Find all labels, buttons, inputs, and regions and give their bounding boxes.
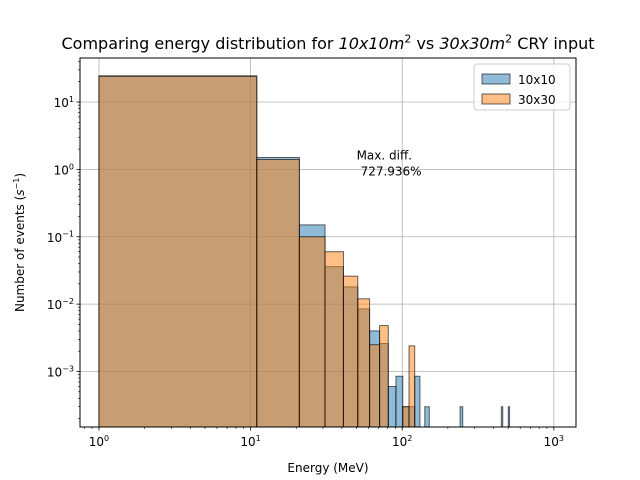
x-tick-label: 100 [89,434,109,449]
legend-swatch [481,73,511,85]
y-tick-label: 10−2 [47,297,74,312]
x-tick-label: 103 [544,434,564,449]
bar-30x30-5 [357,298,371,428]
series-30x30 [98,75,416,428]
y-tick-label: 10−3 [47,364,74,379]
legend-label: 30x30 [518,93,556,107]
legend-swatch [481,93,511,105]
legend[interactable]: 10x10 30x30 [473,63,571,111]
bar-30x30-4 [342,275,359,428]
bar-10x10-12 [414,375,421,428]
x-tick-label: 102 [392,434,412,449]
chart-title: Comparing energy distribution for 10x10m… [61,32,594,53]
bar-30x30-7 [379,325,389,428]
y-tick-label: 101 [54,95,74,110]
bar-30x30-11 [408,345,416,428]
y-axis-ticks: 10−3 10−2 10−1 100 101 [47,61,80,419]
histogram-bars [98,75,511,428]
bar-10x10-8 [387,385,397,428]
x-axis-ticks: 100 101 102 103 [83,427,564,449]
bar-10x10-50 [507,406,511,428]
max-diff-annotation: Max. diff. 727.936% [357,149,422,179]
bar-30x30-6 [369,344,381,428]
bar-10x10-24 [459,406,464,428]
x-tick-label: 101 [240,434,260,449]
bar-30x30-3 [324,251,344,428]
legend-item-30x30[interactable]: 30x30 [481,93,556,107]
x-axis-label: Energy (MeV) [287,461,368,475]
y-tick-label: 10−1 [47,230,74,245]
legend-item-10x10[interactable]: 10x10 [481,73,556,87]
bar-10x10-9 [395,375,404,428]
bar-30x30-1 [256,159,300,428]
y-tick-label: 100 [54,162,74,177]
axes-frame [79,57,577,428]
bar-30x30-10 [402,406,410,428]
y-axis-label: Number of events (s−1) [12,173,27,312]
max-diff-value: 727.936% [361,165,422,179]
bar-10x10-45 [500,406,504,428]
bar-10x10-14 [424,406,430,428]
max-diff-label: Max. diff. [357,149,412,163]
chart-title-text: Comparing energy distribution for 10x10m… [61,32,594,53]
y-axis-label-text: Number of events (s−1) [12,173,27,312]
legend-label: 10x10 [518,73,556,87]
bar-30x30-2 [298,236,326,428]
bar-30x30-0 [98,75,258,428]
